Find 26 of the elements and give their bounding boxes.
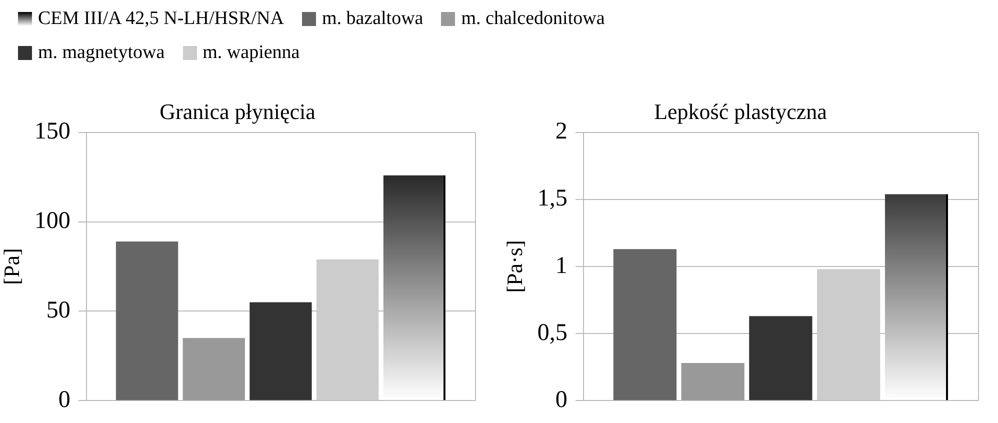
bar — [749, 316, 812, 400]
y-tick-label: 50 — [46, 297, 70, 324]
bar — [316, 259, 379, 400]
bar — [681, 363, 744, 400]
y-tick-label: 1,5 — [537, 186, 568, 212]
bar — [182, 338, 245, 400]
chart-title: Granica płynięcia — [160, 98, 316, 124]
chart-title: Lepkość plastyczna — [654, 98, 828, 124]
y-tick-label: 0,5 — [537, 320, 568, 346]
y-axis-title: [Pa·s] — [502, 240, 527, 293]
legend-label: m. bazaltowa — [322, 8, 424, 30]
y-tick-label: 2 — [555, 118, 568, 145]
legend-label: CEM III/A 42,5 N-LH/HSR/NA — [38, 8, 284, 30]
legend-label: m. chalcedonitowa — [461, 8, 605, 30]
bar — [250, 302, 312, 400]
y-tick-label: 1 — [555, 252, 568, 279]
bar — [613, 249, 677, 400]
bar — [817, 269, 880, 400]
legend-label: m. wapienna — [202, 42, 300, 64]
y-tick-label: 0 — [58, 386, 70, 413]
y-tick-label: 150 — [34, 118, 70, 145]
y-tick-label: 0 — [555, 386, 568, 413]
y-axis-title: [Pa] — [0, 248, 24, 285]
y-tick-label: 100 — [34, 208, 70, 234]
bar — [116, 241, 178, 400]
legend-label: m. magnetytowa — [38, 42, 165, 64]
